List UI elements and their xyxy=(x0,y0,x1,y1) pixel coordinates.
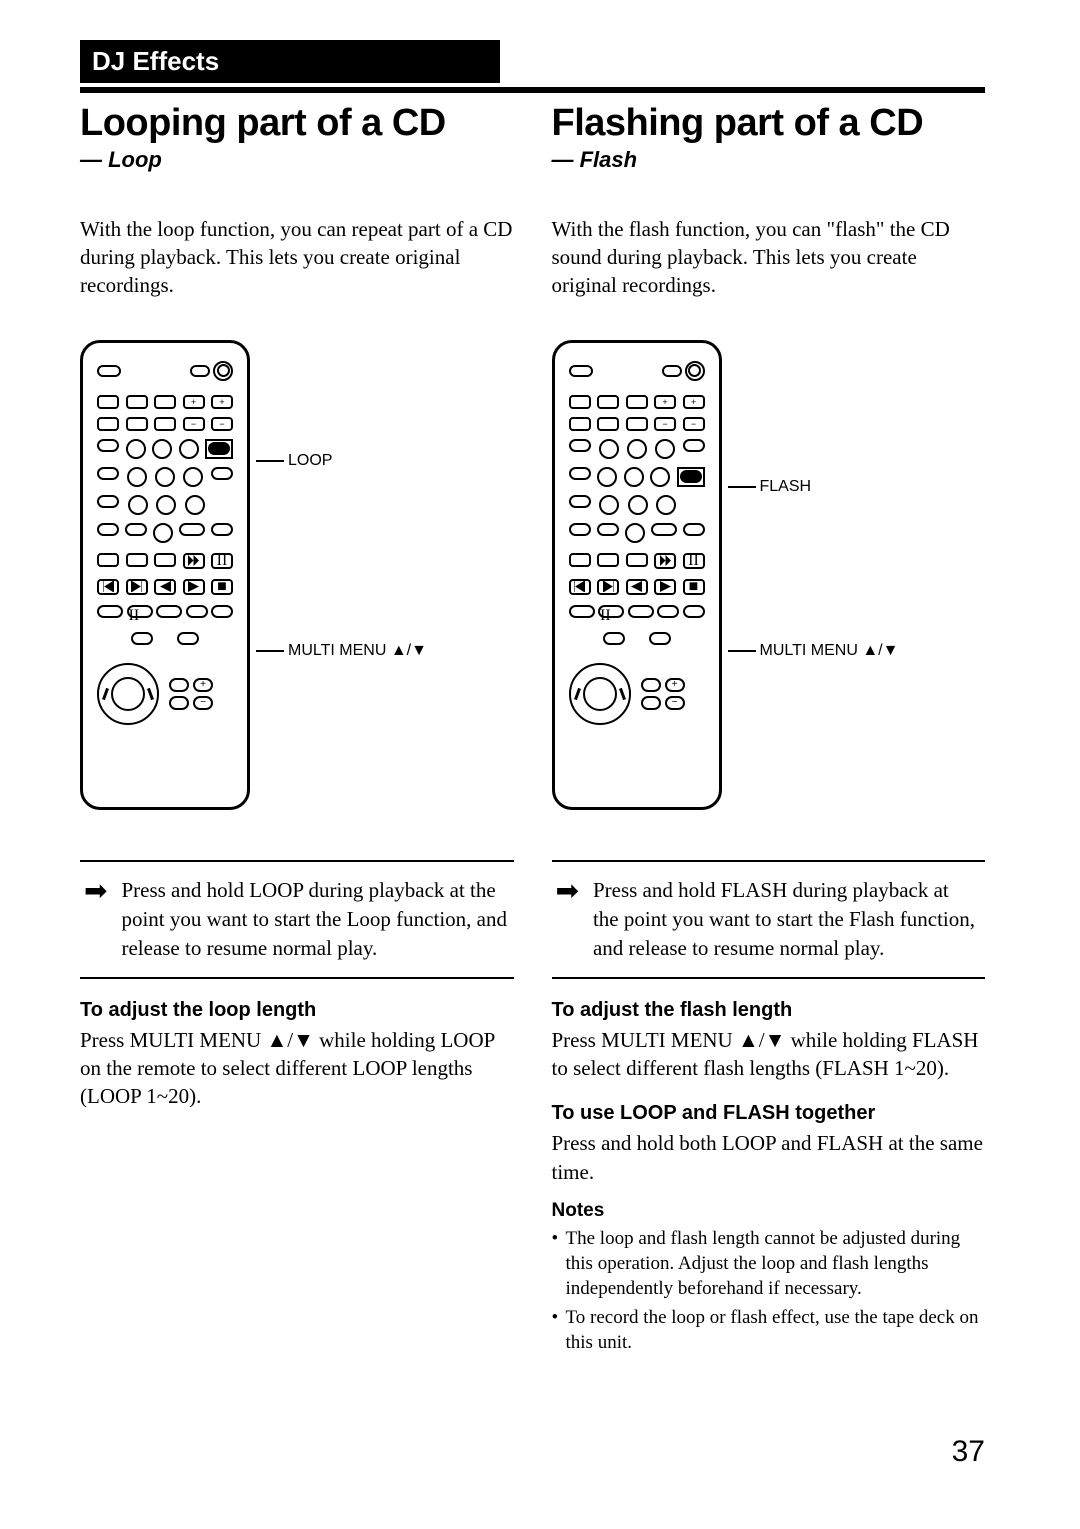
title-flash: Flashing part of a CD xyxy=(552,103,986,145)
title-loop: Looping part of a CD xyxy=(80,103,514,145)
remote-outline-right: ++ −− II ■ II + − xyxy=(552,340,722,810)
two-columns: Looping part of a CD — Loop With the loo… xyxy=(80,103,985,1360)
combo-heading: To use LOOP and FLASH together xyxy=(552,1102,986,1125)
subtitle-loop: — Loop xyxy=(80,147,514,173)
instruction-loop: ➡ Press and hold LOOP during playback at… xyxy=(80,876,514,963)
callout-loop: LOOP xyxy=(256,452,427,470)
intro-flash: With the flash function, you can "flash"… xyxy=(552,215,986,300)
remote-outline: ++ −− II ■ II + − xyxy=(80,340,250,810)
instruction-flash: ➡ Press and hold FLASH during playback a… xyxy=(552,876,986,963)
rule-after-instr-right xyxy=(552,977,986,979)
section-tab: DJ Effects xyxy=(80,40,500,83)
subtitle-flash: — Flash xyxy=(552,147,986,173)
callout-multimenu-right: MULTI MENU ▲/▼ xyxy=(728,642,899,660)
remote-figure-flash: ++ −− II ■ II + − xyxy=(552,340,986,810)
combo-body: Press and hold both LOOP and FLASH at th… xyxy=(552,1129,986,1186)
callout-multimenu-left: MULTI MENU ▲/▼ xyxy=(256,642,427,660)
arrow-icon: ➡ xyxy=(84,878,107,963)
rule-before-instr-left xyxy=(80,860,514,862)
manual-page: DJ Effects Looping part of a CD — Loop W… xyxy=(0,0,1080,1529)
column-loop: Looping part of a CD — Loop With the loo… xyxy=(80,103,514,1360)
notes-heading: Notes xyxy=(552,1200,986,1222)
intro-loop: With the loop function, you can repeat p… xyxy=(80,215,514,300)
arrow-icon: ➡ xyxy=(556,878,579,963)
remote-callouts-flash: FLASH MULTI MENU ▲/▼ xyxy=(728,340,899,810)
adjust-body-flash: Press MULTI MENU ▲/▼ while holding FLASH… xyxy=(552,1026,986,1083)
notes-list: The loop and flash length cannot be adju… xyxy=(552,1226,986,1355)
adjust-heading-flash: To adjust the flash length xyxy=(552,999,986,1022)
top-rule xyxy=(80,87,985,93)
remote-callouts-loop: LOOP MULTI MENU ▲/▼ xyxy=(256,340,427,810)
adjust-heading-loop: To adjust the loop length xyxy=(80,999,514,1022)
callout-flash: FLASH xyxy=(728,478,899,496)
note-item: The loop and flash length cannot be adju… xyxy=(552,1226,986,1301)
remote-figure-loop: ++ −− II ■ II + − xyxy=(80,340,514,810)
adjust-body-loop: Press MULTI MENU ▲/▼ while holding LOOP … xyxy=(80,1026,514,1111)
rule-before-instr-right xyxy=(552,860,986,862)
note-item: To record the loop or flash effect, use … xyxy=(552,1305,986,1355)
page-number: 37 xyxy=(952,1435,985,1469)
rule-after-instr-left xyxy=(80,977,514,979)
column-flash: Flashing part of a CD — Flash With the f… xyxy=(552,103,986,1360)
